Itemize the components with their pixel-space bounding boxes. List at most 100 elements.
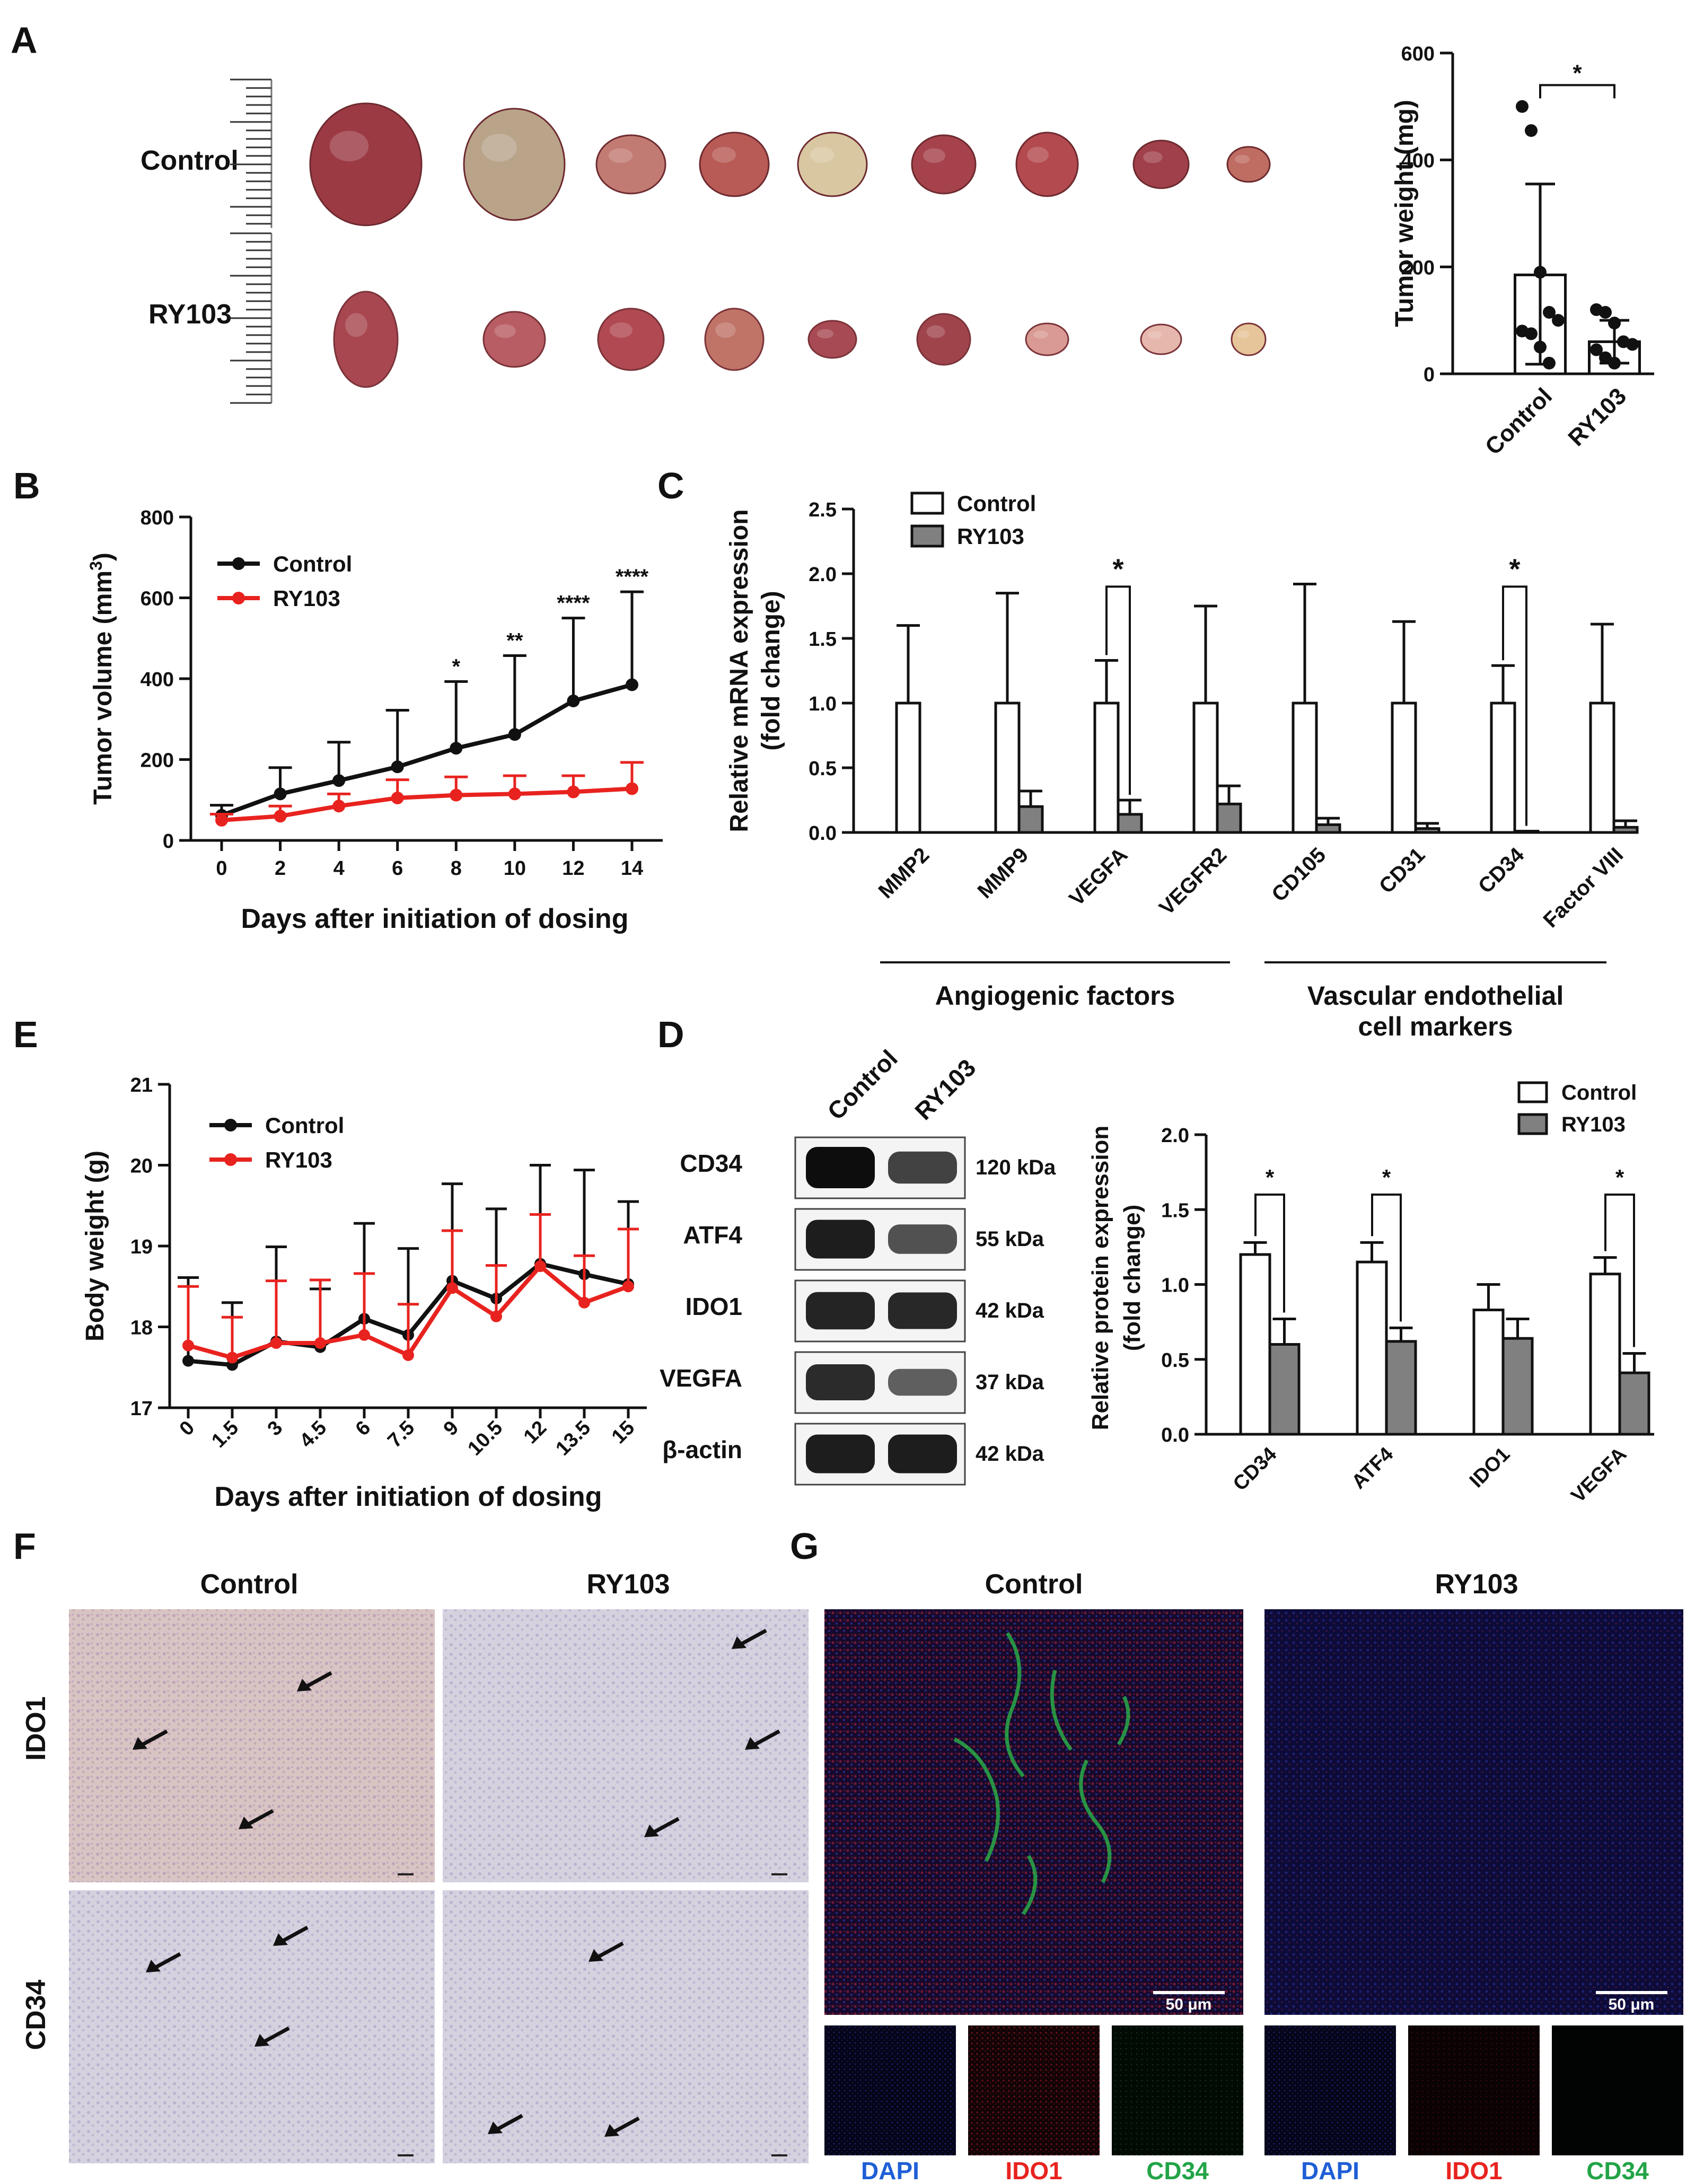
y-tick-label: 21 — [130, 1074, 153, 1097]
x-tick-label: 2 — [275, 857, 286, 880]
data-point — [450, 788, 463, 802]
x-tick-label: MMP9 — [973, 843, 1033, 903]
data-point — [490, 1310, 502, 1322]
channel-label: IDO1 — [1445, 2157, 1502, 2184]
panel-letter-e: E — [13, 1014, 38, 1055]
data-point — [1516, 100, 1529, 113]
significance-label: ** — [506, 629, 523, 653]
ihc-image-cd34-control — [69, 1890, 435, 2163]
cd34-vessel — [1005, 1632, 1025, 1778]
group-label: Vascular endothelial — [1307, 981, 1564, 1011]
tumor-samples — [309, 102, 1271, 388]
data-point — [567, 785, 580, 799]
x-tick-label: 10 — [504, 857, 526, 880]
tumor-ry103 — [482, 311, 546, 368]
x-tick-label: 6 — [392, 857, 403, 880]
bar — [1192, 701, 1219, 834]
chart-tumor-weight: 0 200 400 600 Tumor weight (mg) Control RY103 * — [1391, 43, 1654, 460]
y-tick-label: 1.5 — [809, 628, 837, 651]
chart-body-weight: 17 18 19 20 21 0 1.5 3 4.5 6 7.5 9 10.5 12 13.5 15 Body … — [81, 1074, 647, 1512]
group-label: Angiogenic factors — [935, 981, 1175, 1011]
x-tick-label: RY103 — [1563, 383, 1631, 451]
ihc-arrow-head — [745, 1737, 760, 1750]
data-point — [446, 1282, 458, 1294]
scale-bar-control — [1153, 1991, 1225, 1994]
bar — [1513, 830, 1540, 834]
data-point — [274, 787, 287, 801]
legend-label: RY103 — [957, 524, 1024, 549]
data-point — [332, 774, 346, 787]
data-point — [1525, 124, 1538, 137]
tumor-control — [797, 131, 868, 197]
y-axis-label-text: Tumor volume (mm — [89, 571, 117, 805]
x-tick-label: 10.5 — [463, 1417, 507, 1460]
bar — [1292, 701, 1318, 834]
x-tick-label: 12 — [562, 857, 584, 880]
tumor-photo: Control RY103 — [140, 78, 1271, 404]
y-tick-label: 0.0 — [1161, 1424, 1189, 1446]
bar — [1216, 802, 1242, 834]
legend-label: RY103 — [1561, 1113, 1626, 1136]
y-tick-label: 200 — [1401, 257, 1435, 279]
data-point — [226, 1352, 238, 1364]
band-label: ATF4 — [683, 1221, 742, 1249]
data-point — [1608, 356, 1621, 370]
legend-swatch — [1517, 1113, 1548, 1135]
ihc-arrow-head — [133, 1737, 147, 1750]
ihc-arrow-head — [488, 2121, 503, 2134]
scale-bar-label-control: 50 μm — [1166, 1996, 1212, 2013]
band-control — [806, 1292, 875, 1330]
ihc-arrow-head — [254, 2034, 269, 2047]
if-col-label-ry103: RY103 — [1435, 1569, 1518, 1600]
channel-label: CD34 — [1146, 2157, 1209, 2184]
significance-bracket — [1105, 585, 1131, 795]
if-channel-ido1-ry103 — [1408, 2025, 1540, 2155]
data-point — [1626, 338, 1639, 351]
tumor-ry103 — [1025, 322, 1069, 356]
significance-label: * — [1382, 1165, 1391, 1190]
y-tick-label: 0 — [163, 830, 174, 853]
bar — [1414, 827, 1441, 834]
ihc-arrow-head — [604, 2124, 619, 2137]
bar — [1239, 1253, 1271, 1436]
scale-bar-label-ry103: 50 μm — [1609, 1996, 1655, 2013]
x-tick-label: ATF4 — [1347, 1443, 1398, 1494]
row-label-control: Control — [140, 145, 239, 176]
data-point — [274, 810, 287, 823]
ihc-arrow-head — [732, 1636, 746, 1649]
legend-label: Control — [1561, 1081, 1637, 1104]
band-ry103 — [888, 1151, 957, 1184]
bar — [1589, 701, 1615, 834]
tumor-highlight — [608, 148, 633, 163]
panel-letter-f: F — [13, 1525, 36, 1567]
bar — [1612, 826, 1639, 834]
legend-swatch — [1517, 1081, 1548, 1103]
y-tick-label: 400 — [1401, 150, 1435, 172]
y-axis-label-superscript: 3 — [86, 561, 106, 571]
tumor-highlight — [1235, 154, 1250, 164]
band-label: β-actin — [662, 1436, 742, 1463]
ihc-image-cd34-ry103 — [443, 1890, 809, 2163]
data-point — [1534, 266, 1547, 279]
data-point — [314, 1337, 326, 1349]
tumor-highlight — [1143, 151, 1163, 163]
if-merged-ry103 — [1264, 1609, 1683, 2015]
x-tick-label: CD105 — [1267, 843, 1330, 906]
band-ry103 — [888, 1369, 957, 1396]
scale-bar-ry103 — [1596, 1991, 1667, 1994]
cd34-vessel — [953, 1737, 1000, 1862]
x-tick-label: 0 — [175, 1417, 199, 1441]
x-tick-label: 13.5 — [551, 1417, 595, 1460]
ihc-image-ido1-control — [69, 1609, 435, 1882]
data-point — [215, 813, 228, 827]
x-tick-label: VEGFR2 — [1155, 843, 1231, 919]
band-ry103 — [888, 1224, 957, 1254]
tumor-highlight — [923, 148, 945, 163]
bar — [895, 701, 921, 834]
y-tick-label: 0 — [1424, 364, 1435, 386]
ihc-arrow-head — [239, 1817, 253, 1829]
data-point — [1525, 327, 1538, 340]
y-tick-label: 17 — [130, 1398, 153, 1420]
y-axis-label-2: (fold change) — [1119, 1205, 1145, 1351]
